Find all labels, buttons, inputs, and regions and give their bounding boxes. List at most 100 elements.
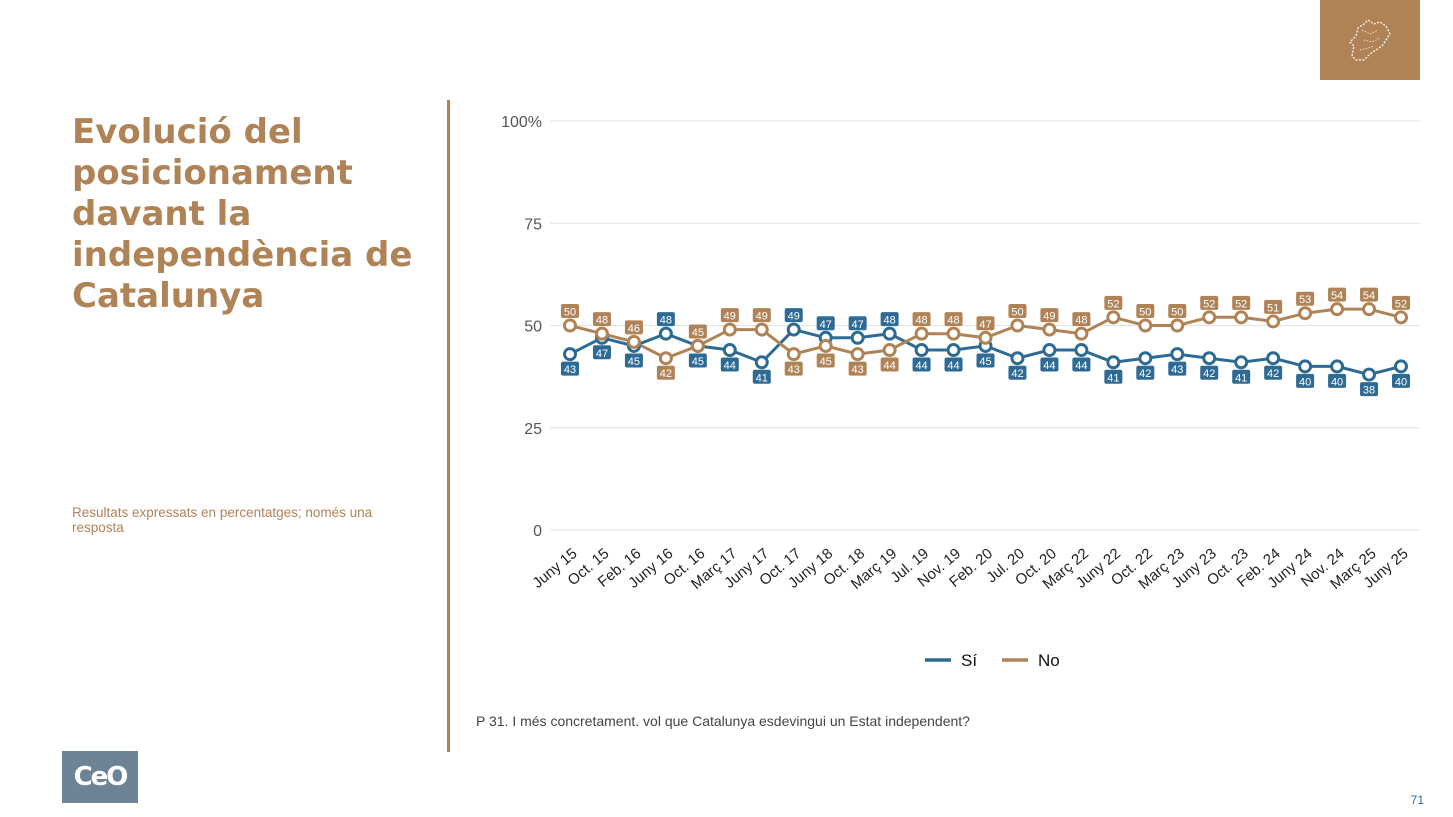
data-label-bg-si — [752, 369, 771, 384]
page-number: 71 — [1410, 793, 1424, 807]
data-label-si: 42 — [1139, 368, 1151, 380]
data-label-bg-no — [1040, 308, 1059, 323]
data-label-si: 44 — [724, 360, 736, 372]
catalonia-map-icon — [1349, 19, 1391, 61]
data-point-si — [1106, 355, 1121, 370]
data-label-bg-no — [592, 312, 611, 327]
data-label-no: 51 — [1267, 302, 1279, 314]
data-label-bg-si — [848, 316, 867, 331]
data-label-no: 54 — [1331, 290, 1343, 302]
data-label-si: 43 — [564, 364, 576, 376]
data-label-no: 54 — [1363, 290, 1375, 302]
data-point-no — [1106, 310, 1121, 325]
data-point-no — [978, 330, 993, 345]
data-point-no — [1170, 318, 1185, 333]
data-point-no — [882, 343, 897, 358]
data-label-bg-si — [688, 353, 707, 368]
data-label-bg-no — [1264, 299, 1283, 314]
data-point-si — [1298, 359, 1313, 374]
data-label-bg-no — [816, 353, 835, 368]
data-label-no: 48 — [1075, 315, 1087, 327]
data-label-no: 50 — [564, 307, 576, 319]
data-point-si — [1074, 343, 1089, 358]
data-label-si: 42 — [1011, 368, 1023, 380]
data-label-no: 49 — [1043, 311, 1055, 323]
data-label-si: 44 — [1043, 360, 1055, 372]
y-tick-label: 50 — [524, 319, 542, 336]
data-label-si: 47 — [820, 319, 832, 331]
data-point-si — [754, 355, 769, 370]
question-text: P 31. I més concretament. vol que Catalu… — [476, 713, 970, 729]
data-label-si: 49 — [788, 311, 800, 323]
data-label-bg-no — [944, 312, 963, 327]
data-label-no: 53 — [1299, 294, 1311, 306]
data-label-si: 40 — [1299, 376, 1311, 388]
data-point-no — [1394, 310, 1408, 325]
data-point-no — [563, 318, 577, 333]
data-label-si: 40 — [1395, 376, 1407, 388]
data-label-no: 44 — [883, 360, 895, 372]
data-point-no — [1266, 314, 1281, 329]
data-label-bg-no — [784, 361, 803, 376]
data-point-no — [946, 326, 961, 341]
data-point-no — [722, 322, 737, 337]
data-label-si: 40 — [1331, 376, 1343, 388]
data-label-no: 49 — [756, 311, 768, 323]
y-tick-label: 0 — [533, 523, 542, 540]
data-point-si — [1138, 351, 1153, 366]
data-label-bg-no — [1360, 287, 1379, 302]
data-label-bg-no — [1392, 295, 1410, 310]
data-label-bg-no — [1104, 295, 1123, 310]
data-point-no — [658, 351, 673, 366]
data-point-si — [882, 326, 897, 341]
data-label-no: 50 — [1171, 307, 1183, 319]
data-label-no: 48 — [915, 315, 927, 327]
data-label-no: 52 — [1107, 298, 1119, 310]
data-label-bg-si — [912, 357, 931, 372]
data-point-si — [786, 322, 801, 337]
data-label-bg-no — [1168, 304, 1187, 318]
data-label-si: 43 — [1171, 364, 1183, 376]
data-point-no — [594, 326, 609, 341]
data-label-bg-si — [816, 316, 835, 331]
data-label-bg-no — [880, 357, 899, 372]
data-point-no — [1074, 326, 1089, 341]
data-label-si: 41 — [1235, 372, 1247, 384]
data-point-si — [946, 343, 961, 358]
data-label-no: 43 — [852, 364, 864, 376]
data-label-no: 48 — [947, 315, 959, 327]
data-label-si: 42 — [1203, 368, 1215, 380]
data-point-si — [1202, 351, 1217, 366]
data-point-no — [1234, 310, 1249, 325]
data-label-no: 50 — [1139, 307, 1151, 319]
data-label-bg-si — [1104, 369, 1123, 384]
data-label-no: 52 — [1395, 298, 1407, 310]
data-point-no — [1330, 302, 1345, 317]
data-label-si: 44 — [947, 360, 959, 372]
data-label-si: 48 — [660, 315, 672, 327]
data-label-bg-no — [1232, 295, 1251, 310]
data-label-si: 41 — [756, 372, 768, 384]
legend-label-no: No — [1038, 651, 1060, 670]
data-point-si — [1234, 355, 1249, 370]
data-label-bg-no — [752, 308, 771, 323]
data-label-bg-no — [912, 312, 931, 327]
data-label-bg-no — [1072, 312, 1091, 327]
data-label-bg-si — [784, 308, 803, 323]
y-tick-label: 25 — [524, 421, 542, 438]
data-label-no: 50 — [1011, 307, 1023, 319]
data-label-bg-no — [688, 324, 707, 339]
page-title: Evolució del posicionament davant la ind… — [72, 112, 413, 316]
data-point-no — [818, 338, 833, 353]
data-point-si — [658, 326, 673, 341]
data-label-si: 47 — [596, 348, 608, 360]
data-point-no — [786, 347, 801, 362]
data-label-no: 48 — [596, 315, 608, 327]
y-tick-label: 100% — [501, 114, 542, 131]
data-label-bg-no — [848, 361, 867, 376]
data-label-bg-si — [1264, 365, 1283, 380]
data-label-bg-si — [1328, 373, 1347, 388]
data-point-no — [1010, 318, 1025, 333]
data-label-bg-si — [656, 312, 675, 327]
